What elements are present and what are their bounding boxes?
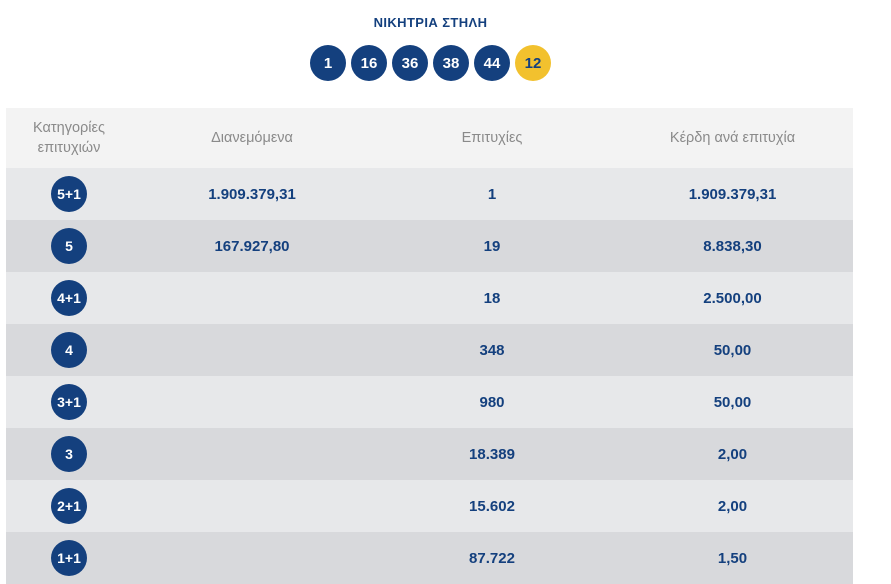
winning-number-ball: 38 <box>433 45 469 81</box>
header-distributed: Διανεμόμενα <box>211 130 293 146</box>
header-category-line2: επιτυχιών <box>37 140 101 156</box>
category-badge: 5+1 <box>51 176 87 212</box>
prize-cell: 50,00 <box>713 393 752 411</box>
winners-cell: 19 <box>483 237 501 255</box>
distributed-cell: 167.927,80 <box>214 237 290 255</box>
prize-cell: 8.838,30 <box>703 237 762 255</box>
prize-cell: 2,00 <box>717 445 748 463</box>
category-badge: 1+1 <box>51 540 87 576</box>
winning-number-ball: 44 <box>474 45 510 81</box>
table-header: Κατηγορίες επιτυχιών Διανεμόμενα Επιτυχίε… <box>6 108 853 168</box>
winners-cell: 1 <box>487 185 497 203</box>
header-category: Κατηγορίες επιτυχιών <box>6 118 132 158</box>
category-badge: 4+1 <box>51 280 87 316</box>
table-body: 5+1 1.909.379,31 1 1.909.379,31 5 167.92… <box>6 168 853 584</box>
prize-cell: 1,50 <box>717 549 748 567</box>
table-row: 2+1 15.602 2,00 <box>6 480 853 532</box>
prize-cell: 50,00 <box>713 341 752 359</box>
header-category-line1: Κατηγορίες <box>33 120 105 136</box>
table-row: 4 348 50,00 <box>6 324 853 376</box>
winners-cell: 980 <box>479 393 505 411</box>
winners-cell: 87.722 <box>469 549 515 567</box>
winning-number-ball: 16 <box>351 45 387 81</box>
winning-number-ball: 36 <box>392 45 428 81</box>
distributed-cell: 1.909.379,31 <box>208 185 296 203</box>
prize-cell: 2.500,00 <box>703 289 762 307</box>
winners-cell: 18.389 <box>469 445 515 463</box>
prize-cell: 2,00 <box>717 497 748 515</box>
table-row: 5+1 1.909.379,31 1 1.909.379,31 <box>6 168 853 220</box>
table-row: 3+1 980 50,00 <box>6 376 853 428</box>
category-badge: 3+1 <box>51 384 87 420</box>
table-row: 5 167.927,80 19 8.838,30 <box>6 220 853 272</box>
category-badge: 3 <box>51 436 87 472</box>
winners-cell: 348 <box>479 341 505 359</box>
prize-table: Κατηγορίες επιτυχιών Διανεμόμενα Επιτυχίε… <box>6 108 853 584</box>
category-badge: 2+1 <box>51 488 87 524</box>
winning-line-title: ΝΙΚΗΤΡΙΑ ΣΤΗΛΗ <box>373 15 488 30</box>
table-row: 4+1 18 2.500,00 <box>6 272 853 324</box>
header-prize: Κέρδη ανά επιτυχία <box>669 130 796 146</box>
category-badge: 4 <box>51 332 87 368</box>
winning-numbers: 1 16 36 38 44 12 <box>0 45 861 81</box>
winners-cell: 15.602 <box>469 497 515 515</box>
category-badge: 5 <box>51 228 87 264</box>
table-row: 1+1 87.722 1,50 <box>6 532 853 584</box>
bonus-number-ball: 12 <box>515 45 551 81</box>
header-winners: Επιτυχίες <box>461 130 523 146</box>
prize-cell: 1.909.379,31 <box>688 185 777 203</box>
winners-cell: 18 <box>483 289 501 307</box>
table-row: 3 18.389 2,00 <box>6 428 853 480</box>
winning-number-ball: 1 <box>310 45 346 81</box>
